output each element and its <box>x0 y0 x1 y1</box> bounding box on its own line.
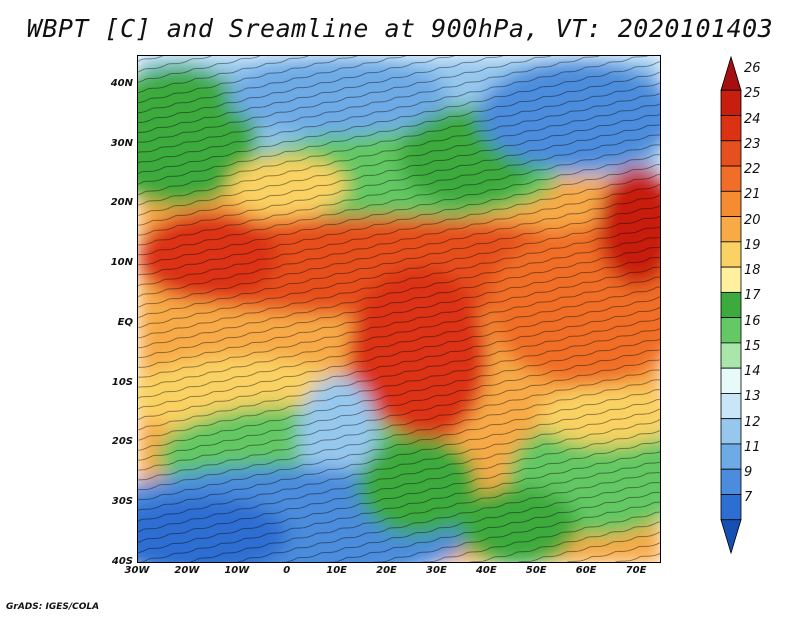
lon-tick-label: 10E <box>326 565 347 576</box>
lat-tick-label: 40N <box>110 77 133 89</box>
colorbar-tick-label: 18 <box>744 263 761 279</box>
colorbar-tick-label: 17 <box>744 288 761 304</box>
colorbar-swatch <box>720 519 742 555</box>
colorbar-tick-label: 24 <box>744 111 761 127</box>
colorbar-tick-label: 12 <box>744 414 761 430</box>
lon-tick-label: 20W <box>174 565 200 576</box>
colorbar-swatch <box>720 89 742 116</box>
map-plot <box>137 55 661 563</box>
colorbar-swatch <box>720 393 742 420</box>
colorbar-tick-label: 22 <box>744 162 761 178</box>
colorbar-tick-label: 9 <box>744 465 753 481</box>
colorbar-swatch <box>720 317 742 344</box>
credit-text: GrADS: IGES/COLA <box>6 602 100 612</box>
colorbar-tick-label: 21 <box>744 187 761 203</box>
lon-tick-label: 70E <box>625 565 647 576</box>
lon-tick-label: 40E <box>475 565 497 576</box>
colorbar-swatch <box>720 140 742 167</box>
lon-tick-label: 10W <box>224 565 250 576</box>
lon-tick-label: 0 <box>283 565 291 576</box>
colorbar-tick-label: 23 <box>744 136 761 152</box>
colorbar-tick-label: 11 <box>744 439 761 455</box>
colorbar <box>720 55 742 555</box>
colorbar-swatch <box>720 342 742 369</box>
colorbar-tick-label: 13 <box>744 389 761 405</box>
colorbar-tick-label: 16 <box>744 313 761 329</box>
colorbar-swatch <box>720 55 742 91</box>
lat-tick-label: 10S <box>111 376 133 388</box>
colorbar-tick-label: 14 <box>744 364 761 380</box>
colorbar-tick-label: 20 <box>744 212 761 228</box>
lon-tick-label: 30E <box>426 565 447 576</box>
colorbar-swatch <box>720 418 742 445</box>
colorbar-swatch <box>720 443 742 470</box>
colorbar-tick-label: 19 <box>744 237 761 253</box>
lat-tick-label: 10N <box>110 257 133 269</box>
colorbar-swatch <box>720 291 742 319</box>
colorbar-tick-label: 7 <box>744 490 753 506</box>
colorbar-tick-label: 25 <box>744 86 761 102</box>
lon-tick-label: 50E <box>525 565 547 576</box>
lat-tick-label: EQ <box>117 316 133 328</box>
lat-tick-label: 30S <box>111 496 133 508</box>
colorbar-swatch <box>720 494 742 521</box>
colorbar-swatch <box>720 468 742 495</box>
colorbar-swatch <box>720 115 742 142</box>
lat-tick-label: 30N <box>110 137 133 149</box>
lat-tick-label: 20S <box>111 436 133 448</box>
lon-tick-label: 60E <box>575 565 597 576</box>
colorbar-tick-label: 15 <box>744 338 761 354</box>
colorbar-swatch <box>720 241 742 268</box>
lat-tick-label: 40S <box>111 556 133 567</box>
temperature-field <box>138 56 660 562</box>
lon-tick-label: 30W <box>124 565 150 576</box>
colorbar-swatch <box>720 367 742 394</box>
colorbar-tick-label: 26 <box>744 61 761 76</box>
colorbar-swatch <box>720 216 742 243</box>
colorbar-swatch <box>720 266 742 293</box>
lon-tick-label: 20E <box>376 565 397 576</box>
chart-title: WBPT [C] and Sreamline at 900hPa, VT: 20… <box>26 14 774 43</box>
lat-tick-label: 20N <box>110 197 133 209</box>
colorbar-swatch <box>720 190 742 217</box>
colorbar-swatch <box>720 165 742 192</box>
